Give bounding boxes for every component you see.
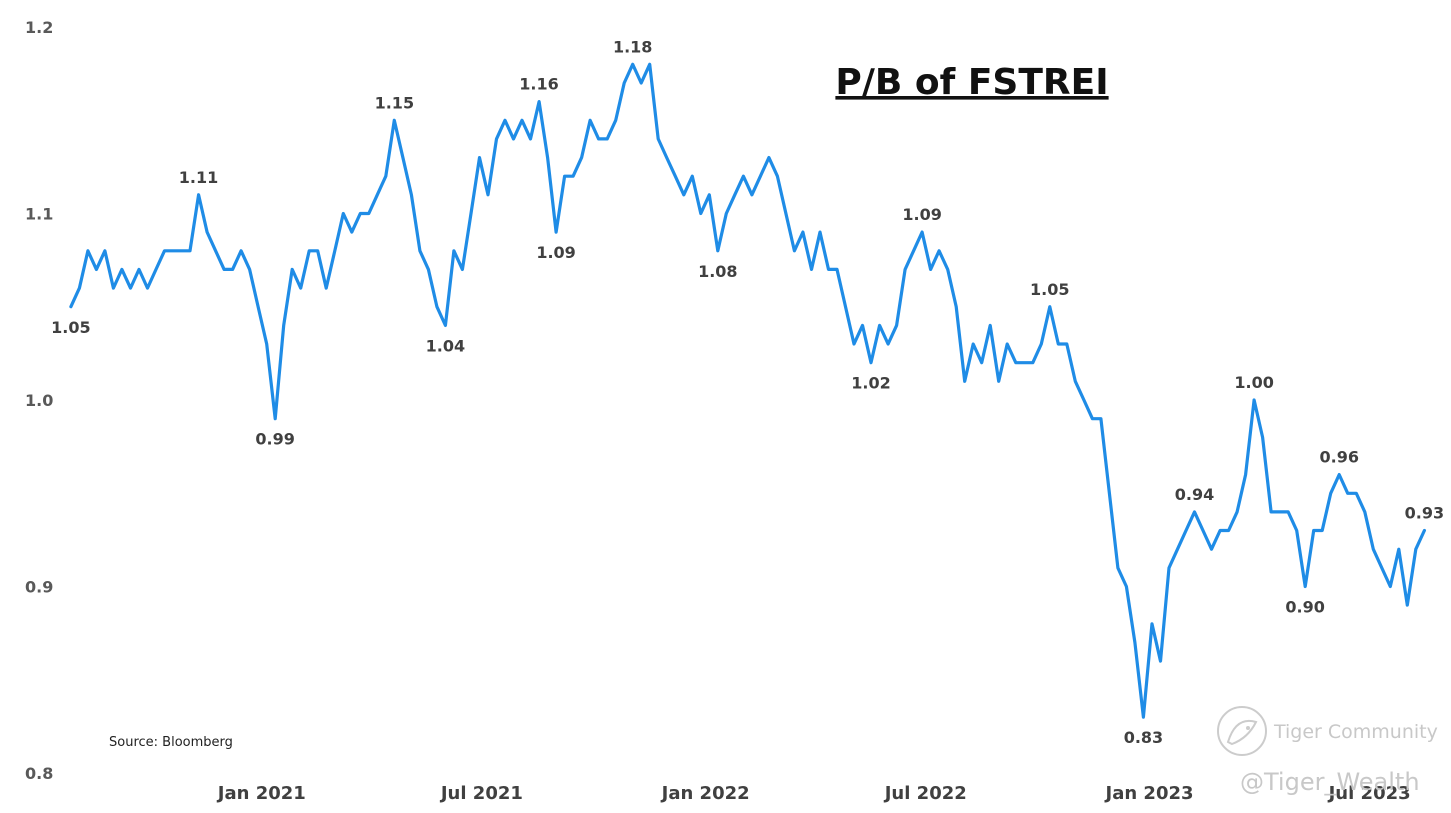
- data-label: 1.05: [51, 318, 90, 337]
- data-label: 1.09: [902, 205, 941, 224]
- data-label: 0.99: [255, 430, 294, 449]
- watermark-handle: @Tiger_Wealth: [1240, 768, 1420, 796]
- data-label: 0.90: [1285, 598, 1324, 617]
- data-label: 1.02: [851, 374, 890, 393]
- tiger-logo-icon: [1217, 706, 1267, 756]
- x-tick-label: Jul 2021: [439, 783, 523, 804]
- data-label: 1.11: [179, 168, 218, 187]
- data-label: 0.93: [1405, 504, 1444, 523]
- y-tick-label: 1.1: [25, 205, 53, 224]
- data-label: 1.16: [519, 75, 558, 94]
- y-tick-label: 0.8: [25, 764, 53, 783]
- data-label: 1.00: [1234, 373, 1273, 392]
- data-label: 0.83: [1124, 728, 1163, 747]
- chart-title: P/B of FSTREI: [835, 62, 1108, 103]
- x-tick-label: Jan 2022: [660, 783, 750, 804]
- y-tick-label: 0.9: [25, 578, 53, 597]
- x-tick-label: Jul 2023: [1327, 783, 1411, 804]
- watermark: Tiger Community @Tiger_Wealth: [1217, 706, 1438, 796]
- data-label: 1.08: [698, 262, 737, 281]
- x-tick-label: Jul 2022: [883, 783, 967, 804]
- y-axis-ticks: 1.2 1.1 1.0 0.9 0.8: [25, 18, 53, 783]
- source-note: Source: Bloomberg: [109, 735, 233, 750]
- data-labels: 1.05 1.11 0.99 1.15 1.04 1.16 1.09 1.18 1.08 1.02…: [51, 37, 1444, 747]
- series-line: [69, 62, 1426, 719]
- data-label: 1.04: [426, 336, 465, 355]
- data-label: 1.15: [375, 93, 414, 112]
- x-tick-label: Jan 2021: [216, 783, 306, 804]
- y-tick-label: 1.2: [25, 18, 53, 37]
- data-label: 0.96: [1319, 448, 1358, 467]
- data-label: 1.05: [1030, 280, 1069, 299]
- data-label: 1.09: [536, 243, 575, 262]
- x-axis-ticks: Jan 2021 Jul 2021 Jan 2022 Jul 2022 Jan 2023…: [216, 783, 1411, 804]
- x-tick-label: Jan 2023: [1104, 783, 1194, 804]
- y-tick-label: 1.0: [25, 391, 53, 410]
- data-label: 0.94: [1175, 485, 1214, 504]
- watermark-brand: Tiger Community: [1273, 721, 1438, 743]
- data-label: 1.18: [613, 37, 652, 56]
